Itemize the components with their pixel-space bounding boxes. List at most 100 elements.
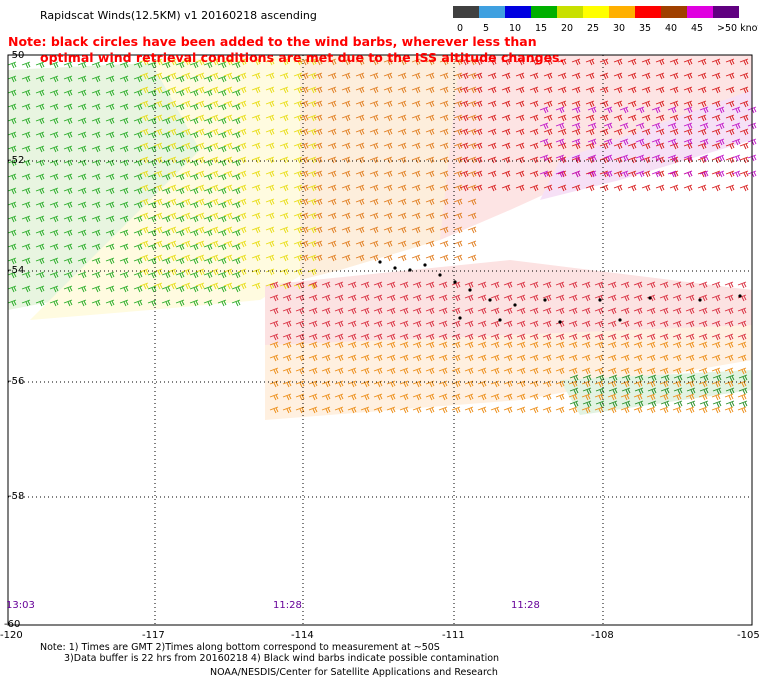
lon-label-105: -105 <box>737 630 760 641</box>
wind-barb <box>299 72 309 80</box>
wind-barb <box>251 58 261 66</box>
wind-barb <box>399 294 409 302</box>
wind-barb <box>698 380 708 388</box>
wind-barb <box>501 184 511 192</box>
wind-barb <box>282 333 292 341</box>
wind-barb <box>139 58 149 66</box>
wind-barb <box>698 333 708 341</box>
wind-barb <box>724 294 734 302</box>
wind-barb <box>203 299 213 307</box>
wind-barb <box>175 201 185 209</box>
wind-barb <box>77 201 87 209</box>
wind-barb <box>542 281 552 289</box>
wind-barb <box>139 226 149 234</box>
wind-barb <box>237 226 247 234</box>
wind-barb <box>299 240 309 248</box>
wind-barb <box>77 285 87 293</box>
wind-barb <box>386 294 396 302</box>
wind-barb <box>209 86 219 94</box>
wind-barb <box>608 374 618 382</box>
wind-barb <box>571 72 581 80</box>
wind-barb <box>646 307 656 315</box>
wind-barb <box>516 307 526 315</box>
wind-barb <box>282 393 292 401</box>
wind-barb <box>181 72 191 80</box>
wind-barb <box>383 72 393 80</box>
wind-barb <box>355 128 365 136</box>
wind-barb <box>133 89 143 97</box>
wind-barb <box>397 142 407 150</box>
wind-barb <box>464 281 474 289</box>
wind-barb <box>571 114 581 122</box>
wind-barb <box>21 173 31 181</box>
wind-barb <box>63 285 73 293</box>
wind-barb <box>265 254 275 262</box>
wind-barb <box>21 75 31 83</box>
wind-barb <box>355 170 365 178</box>
legend-label: 10 <box>509 23 521 34</box>
wind-barb <box>269 281 279 289</box>
wind-barb <box>175 75 185 83</box>
wind-barb <box>383 86 393 94</box>
wind-barb <box>203 131 213 139</box>
wind-barb <box>568 406 578 414</box>
credit-line: NOAA/NESDIS/Center for Satellite Applica… <box>210 667 498 678</box>
wind-barb <box>299 58 309 66</box>
wind-barb <box>594 333 604 341</box>
wind-barb <box>279 198 289 206</box>
wind-barb <box>63 75 73 83</box>
wind-barb <box>77 131 87 139</box>
wind-barb <box>711 184 721 192</box>
wind-barb <box>360 307 370 315</box>
wind-barb <box>167 254 177 262</box>
wind-barb <box>383 254 393 262</box>
wind-barb <box>77 75 87 83</box>
wind-barb <box>539 154 549 162</box>
wind-barb <box>585 72 595 80</box>
wind-barb <box>397 128 407 136</box>
wind-barb <box>397 86 407 94</box>
wind-barb <box>383 58 393 66</box>
wind-barb <box>139 184 149 192</box>
wind-barb <box>223 142 233 150</box>
wind-barb <box>231 89 241 97</box>
wind-barb <box>105 187 115 195</box>
wind-barb <box>646 281 656 289</box>
wind-barb <box>683 170 693 178</box>
wind-barb <box>231 75 241 83</box>
wind-barb <box>655 128 665 136</box>
wind-barb <box>501 170 511 178</box>
wind-barb <box>725 72 735 80</box>
wind-barb <box>231 117 241 125</box>
wind-barb <box>175 257 185 265</box>
wind-barb <box>105 131 115 139</box>
wind-barb <box>594 307 604 315</box>
wind-barb <box>383 212 393 220</box>
wind-barb <box>490 333 500 341</box>
wind-barb <box>501 58 511 66</box>
wind-barb <box>133 75 143 83</box>
wind-barb <box>223 170 233 178</box>
wind-barb <box>35 89 45 97</box>
wind-barb <box>607 406 617 414</box>
wind-barb <box>651 170 661 178</box>
wind-barb <box>646 367 656 375</box>
wind-barb <box>425 240 435 248</box>
wind-barb <box>397 100 407 108</box>
wind-barb <box>161 229 171 237</box>
wind-barb <box>399 393 409 401</box>
wind-barb <box>237 100 247 108</box>
wind-barb <box>49 89 59 97</box>
wind-barb <box>373 333 383 341</box>
wind-barb <box>459 142 469 150</box>
wind-barb <box>397 114 407 122</box>
wind-barb <box>711 307 721 315</box>
wind-barb <box>269 354 279 362</box>
wind-barb <box>397 254 407 262</box>
wind-barb <box>161 299 171 307</box>
wind-barb <box>542 294 552 302</box>
wind-barb <box>189 117 199 125</box>
wind-barb <box>360 393 370 401</box>
wind-barb <box>487 86 497 94</box>
wind-barb <box>473 58 483 66</box>
